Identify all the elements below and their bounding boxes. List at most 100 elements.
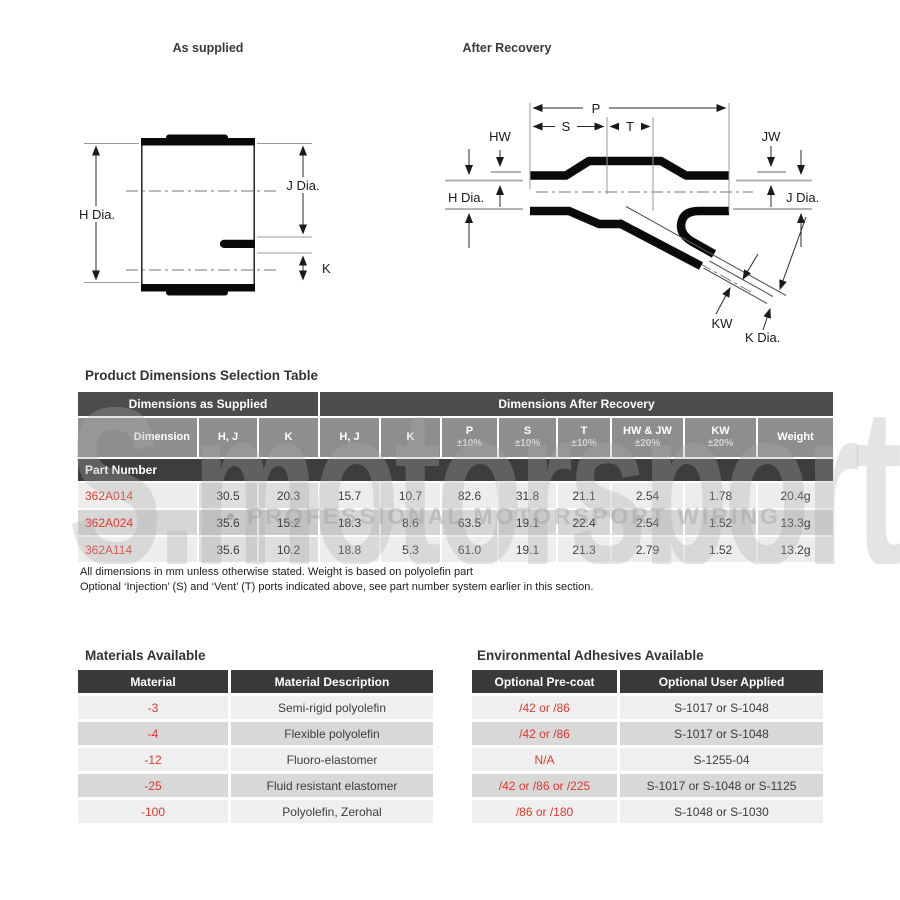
adhesive-user-applied: S-1017 or S-1048	[620, 696, 823, 719]
col-header-label: KW	[711, 424, 730, 437]
adhesives-header-precoat: Optional Pre-coat	[472, 670, 617, 693]
label-j-dia: J Dia.	[286, 178, 319, 193]
col-header-label: K	[406, 430, 415, 443]
label-jw: JW	[762, 129, 782, 144]
table-cell: 1.52	[685, 510, 756, 535]
table-cell: 15.7	[320, 483, 379, 508]
table-cell: 61.0	[442, 537, 497, 562]
table-cell: 22.4	[558, 510, 610, 535]
col-header-hw-jw: HW & JW ±20%	[612, 418, 683, 457]
col-header-label: Weight	[777, 430, 814, 443]
table-cell: 13.2g	[758, 537, 833, 562]
part-number: 362A114	[78, 537, 197, 562]
adhesive-precoat: /42 or /86 or /225	[472, 774, 617, 797]
group-header-supplied: Dimensions as Supplied	[78, 392, 318, 416]
adhesive-precoat: N/A	[472, 748, 617, 771]
main-table-title: Product Dimensions Selection Table	[85, 368, 319, 383]
table-cell: 18.3	[320, 510, 379, 535]
material-description: Flexible polyolefin	[231, 722, 433, 745]
technical-diagrams: As supplied H Dia. J Dia. K After Recove…	[74, 41, 819, 345]
label-k-dia-recovered: K Dia.	[745, 330, 780, 345]
col-header-label: Dimension	[133, 430, 190, 443]
material-code: -3	[78, 696, 228, 719]
label-t: T	[626, 119, 634, 134]
table-cell: 1.78	[685, 483, 756, 508]
table-cell: 5.3	[381, 537, 440, 562]
table-cell: 30.5	[199, 483, 257, 508]
table-cell: 35.6	[199, 537, 257, 562]
table-cell: 2.54	[612, 483, 683, 508]
col-header-s: S ±10%	[499, 418, 556, 457]
col-header-dimension: Dimension	[78, 418, 197, 457]
material-code: -25	[78, 774, 228, 797]
diagram-after-recovery: After Recovery P S T HW	[445, 41, 819, 345]
tube-bottom-overlap	[166, 289, 228, 296]
table-note-1: All dimensions in mm unless otherwise st…	[80, 566, 473, 578]
material-code: -100	[78, 800, 228, 823]
label-h-dia: H Dia.	[79, 207, 115, 222]
col-header-tolerance: ±10%	[514, 438, 541, 450]
material-description: Fluid resistant elastomer	[231, 774, 433, 797]
adhesives-table: Optional Pre-coat Optional User Applied …	[472, 670, 823, 823]
group-header-recovery: Dimensions After Recovery	[320, 392, 833, 416]
table-cell: 82.6	[442, 483, 497, 508]
table-cell: 19.1	[499, 510, 556, 535]
part-number: 362A014	[78, 483, 197, 508]
col-header-label: HW & JW	[623, 424, 672, 437]
table-cell: 35.6	[199, 510, 257, 535]
table-note-2: Optional ‘Injection’ (S) and ‘Vent’ (T) …	[80, 581, 594, 593]
materials-table: Material Material Description -3 Semi-ri…	[78, 670, 433, 823]
tube-top-wall	[141, 138, 255, 146]
table-cell: 13.3g	[758, 510, 833, 535]
part-number-band: Part Number	[78, 459, 833, 481]
table-cell: 10.7	[381, 483, 440, 508]
tube-bottom-wall	[141, 284, 255, 292]
adhesive-user-applied: S-1017 or S-1048	[620, 722, 823, 745]
tube-inner-divider	[219, 239, 255, 248]
table-cell: 2.54	[612, 510, 683, 535]
label-kw: KW	[712, 316, 734, 331]
label-s: S	[562, 119, 571, 134]
col-header-label: S	[523, 424, 532, 437]
material-description: Semi-rigid polyolefin	[231, 696, 433, 719]
part-number: 362A024	[78, 510, 197, 535]
boot-bottom-left-wall	[530, 206, 703, 270]
table-cell: 19.1	[499, 537, 556, 562]
diagram-title-as-supplied: As supplied	[173, 41, 244, 55]
col-header-label: H, J	[339, 430, 360, 443]
material-code: -12	[78, 748, 228, 771]
materials-header-material: Material	[78, 670, 228, 693]
table-cell: 1.52	[685, 537, 756, 562]
material-code: -4	[78, 722, 228, 745]
col-header-k-recovered: K	[381, 418, 440, 457]
adhesives-header-user-applied: Optional User Applied	[620, 670, 823, 693]
col-header-label: T	[580, 424, 588, 437]
adhesive-precoat: /42 or /86	[472, 696, 617, 719]
label-h-dia-recovered: H Dia.	[448, 190, 484, 205]
col-header-hj-supplied: H, J	[199, 418, 257, 457]
adhesive-user-applied: S-1017 or S-1048 or S-1125	[620, 774, 823, 797]
table-cell: 15.2	[259, 510, 318, 535]
col-header-tolerance: ±20%	[634, 438, 661, 450]
adhesive-precoat: /42 or /86	[472, 722, 617, 745]
col-header-tolerance: ±10%	[571, 438, 597, 450]
table-cell: 20.3	[259, 483, 318, 508]
diagram-title-after-recovery: After Recovery	[463, 41, 552, 55]
col-header-weight: Weight	[758, 418, 833, 457]
adhesives-title: Environmental Adhesives Available	[477, 648, 704, 663]
table-cell: 18.8	[320, 537, 379, 562]
diagram-as-supplied: As supplied H Dia. J Dia. K	[74, 41, 331, 296]
product-dimensions-table: Dimensions as Supplied Dimensions After …	[78, 392, 833, 562]
materials-header-description: Material Description	[231, 670, 433, 693]
material-description: Fluoro-elastomer	[231, 748, 433, 771]
label-p: P	[592, 101, 601, 116]
table-cell: 8.6	[381, 510, 440, 535]
adhesive-user-applied: S-1048 or S-1030	[620, 800, 823, 823]
table-cell: 31.8	[499, 483, 556, 508]
col-header-kw: KW ±20%	[685, 418, 756, 457]
col-header-t: T ±10%	[558, 418, 610, 457]
table-cell: 21.1	[558, 483, 610, 508]
col-header-hj-recovered: H, J	[320, 418, 379, 457]
boot-top-wall	[530, 156, 729, 180]
col-header-label: H, J	[217, 430, 239, 443]
